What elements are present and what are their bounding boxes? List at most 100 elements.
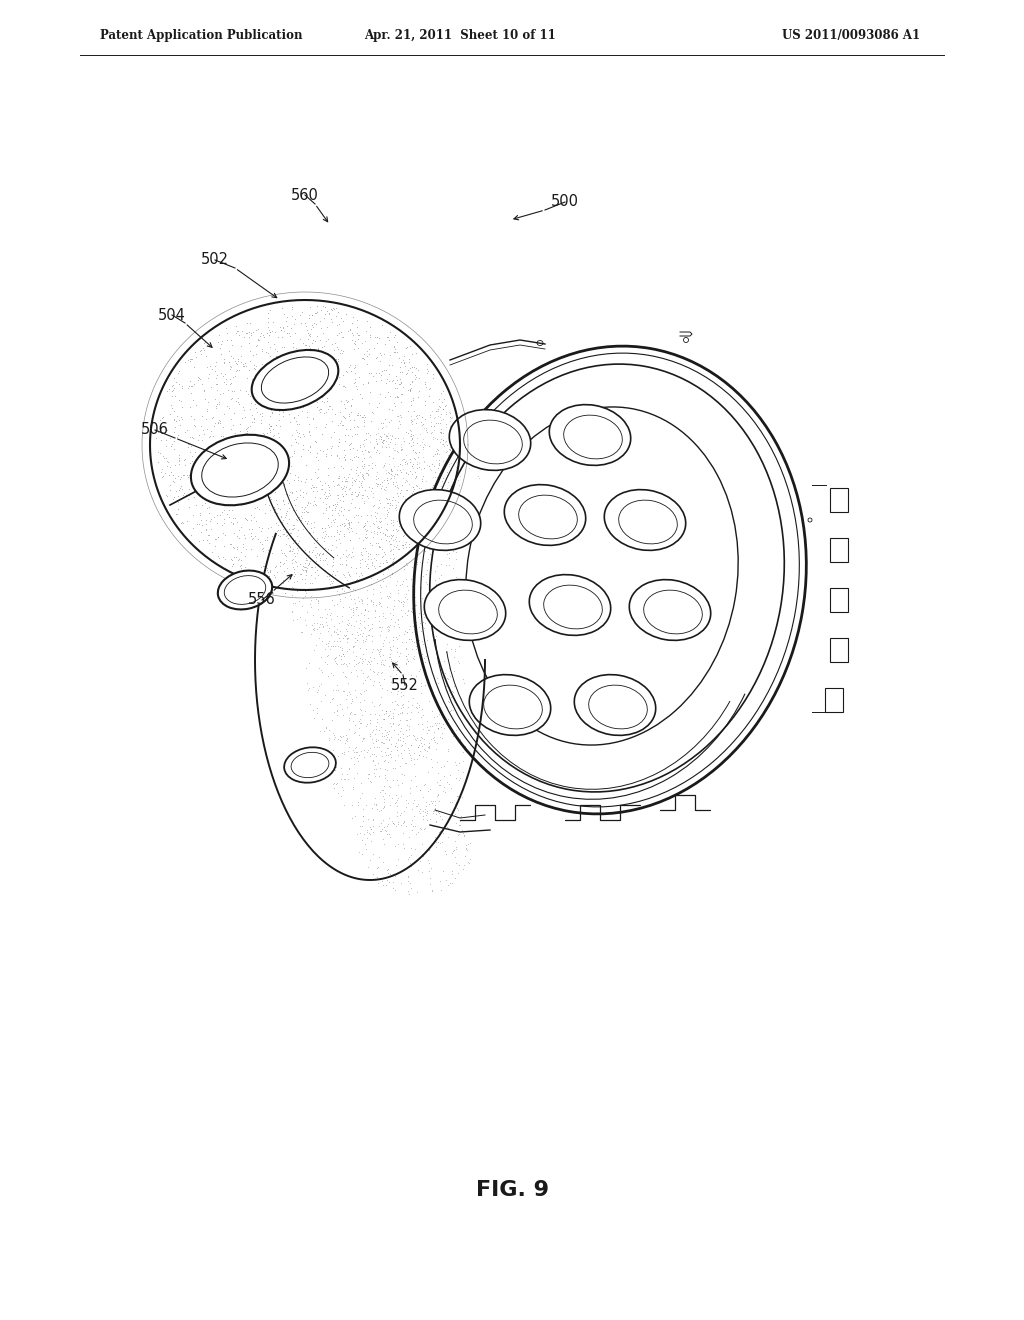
Point <box>434 722 451 743</box>
Point <box>346 333 362 354</box>
Point <box>342 354 358 375</box>
Point <box>207 351 223 372</box>
Point <box>351 682 368 704</box>
Point <box>376 795 392 816</box>
Point <box>274 346 291 367</box>
Point <box>174 376 190 397</box>
Point <box>389 465 406 486</box>
Point <box>331 523 347 544</box>
Point <box>247 379 263 400</box>
Point <box>383 467 399 488</box>
Point <box>282 523 298 544</box>
Point <box>199 356 215 378</box>
Point <box>339 362 355 383</box>
Point <box>162 455 178 477</box>
Point <box>278 519 294 540</box>
Point <box>378 529 394 550</box>
Point <box>399 870 416 891</box>
Point <box>166 409 182 430</box>
Point <box>362 591 379 612</box>
Point <box>250 450 266 471</box>
Point <box>265 453 282 474</box>
Point <box>438 401 455 422</box>
Point <box>260 308 276 329</box>
Point <box>434 602 451 623</box>
Point <box>396 800 413 821</box>
Point <box>327 333 343 354</box>
Point <box>283 527 299 548</box>
Point <box>429 536 445 557</box>
Point <box>204 458 220 479</box>
Point <box>316 473 333 494</box>
Point <box>383 648 399 669</box>
Point <box>319 645 336 667</box>
Point <box>228 319 245 341</box>
Point <box>383 726 399 747</box>
Point <box>297 579 313 601</box>
Point <box>254 338 270 359</box>
Point <box>261 417 278 438</box>
Point <box>205 407 221 428</box>
Point <box>352 787 369 808</box>
Point <box>309 294 326 315</box>
Point <box>286 470 302 491</box>
Point <box>352 612 369 634</box>
Point <box>397 461 414 482</box>
Point <box>376 725 392 746</box>
Point <box>332 533 348 554</box>
Point <box>371 556 387 577</box>
Point <box>215 372 231 393</box>
Point <box>299 381 315 403</box>
Point <box>408 729 424 750</box>
Point <box>404 432 421 453</box>
Point <box>193 502 209 523</box>
Point <box>278 525 294 546</box>
Point <box>365 525 381 546</box>
Point <box>297 348 313 370</box>
Point <box>387 611 403 632</box>
Point <box>428 510 444 531</box>
Point <box>393 362 410 383</box>
Point <box>376 359 392 380</box>
Point <box>375 603 391 624</box>
Point <box>378 519 394 540</box>
Point <box>316 531 333 552</box>
Point <box>360 338 377 359</box>
Point <box>352 624 369 645</box>
Point <box>341 612 357 634</box>
Point <box>263 374 280 395</box>
Point <box>343 488 359 510</box>
Point <box>316 364 333 385</box>
Point <box>264 403 281 424</box>
Point <box>154 407 170 428</box>
Point <box>382 700 398 721</box>
Point <box>322 599 338 620</box>
Point <box>362 432 379 453</box>
Point <box>362 830 379 851</box>
Point <box>274 491 291 512</box>
Point <box>261 566 278 587</box>
Point <box>342 546 358 568</box>
Point <box>299 513 315 535</box>
Point <box>275 474 292 495</box>
Point <box>383 527 399 548</box>
Point <box>286 345 302 366</box>
Point <box>196 333 212 354</box>
Point <box>440 715 457 737</box>
Point <box>242 341 258 362</box>
Point <box>339 628 355 649</box>
Point <box>298 315 314 337</box>
Point <box>421 603 437 624</box>
Point <box>348 630 365 651</box>
Point <box>351 710 368 731</box>
Point <box>274 473 291 494</box>
Point <box>280 557 296 578</box>
Point <box>292 607 308 628</box>
Point <box>450 824 466 845</box>
Point <box>381 445 397 466</box>
Point <box>371 593 387 614</box>
Point <box>313 527 330 548</box>
Point <box>354 374 371 395</box>
Point <box>241 433 257 454</box>
Point <box>316 684 333 705</box>
